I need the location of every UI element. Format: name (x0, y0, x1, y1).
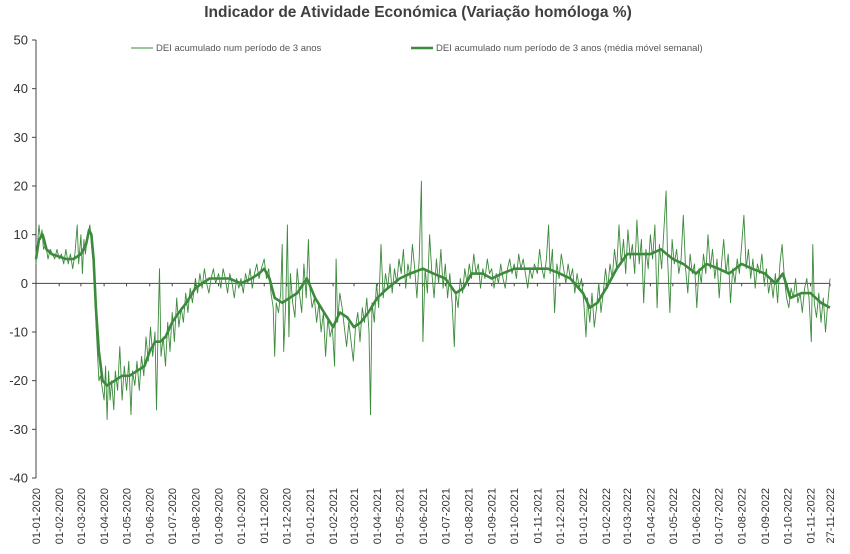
x-tick-label: 01-09-2021 (487, 488, 499, 544)
y-tick-label: -10 (9, 325, 28, 340)
y-tick-label: -40 (9, 471, 28, 486)
y-tick-label: 50 (14, 33, 28, 48)
x-tick-label: 01-03-2020 (76, 488, 88, 544)
x-tick-label: 01-08-2022 (737, 488, 749, 544)
x-tick-label: 01-05-2020 (122, 488, 134, 544)
y-tick-label: 10 (14, 227, 28, 242)
y-tick-label: 40 (14, 81, 28, 96)
x-tick-label: 01-02-2022 (601, 488, 613, 544)
x-tick-label: 01-09-2022 (760, 488, 772, 544)
x-tick-label: 01-01-2022 (578, 488, 590, 544)
y-tick-label: 20 (14, 179, 28, 194)
x-tick-label: 01-07-2021 (440, 488, 452, 544)
x-tick-label: 01-06-2022 (691, 488, 703, 544)
x-tick-label: 01-10-2022 (782, 488, 794, 544)
x-tick-label: 01-05-2021 (395, 488, 407, 544)
x-tick-label: 01-08-2020 (190, 488, 202, 544)
x-tick-label: 01-07-2020 (167, 488, 179, 544)
x-tick-label: 01-09-2020 (214, 488, 226, 544)
x-tick-label: 01-06-2021 (418, 488, 430, 544)
series-line-daily (35, 180, 831, 421)
x-tick-label: 01-12-2020 (282, 488, 294, 544)
y-tick-label: 30 (14, 130, 28, 145)
x-tick-label: 01-10-2021 (509, 488, 521, 544)
x-tick-label: 01-03-2022 (622, 488, 634, 544)
x-tick-label: 01-11-2021 (532, 488, 544, 543)
x-tick-label: 01-12-2021 (555, 488, 567, 544)
x-tick-label: 01-07-2022 (714, 488, 726, 544)
x-tick-label: 01-04-2020 (99, 488, 111, 544)
x-tick-label: 01-10-2020 (236, 488, 248, 544)
x-tick-label: 01-11-2020 (259, 488, 271, 543)
x-tick-label: 01-04-2021 (372, 488, 384, 544)
y-axis-ticks: 50 40 30 20 10 0 -10 -20 -30 -40 (9, 33, 36, 486)
x-tick-label: 01-08-2021 (464, 488, 476, 544)
x-axis-ticks: 01-01-2020 01-02-2020 01-03-2020 01-04-2020… (31, 283, 837, 544)
x-tick-label: 01-01-2020 (31, 488, 43, 544)
legend: DEI acumulado num período de 3 anos DEI … (131, 43, 703, 54)
y-tick-label: -20 (9, 373, 28, 388)
x-tick-label: 01-02-2021 (328, 488, 340, 544)
series-lines (34, 180, 831, 421)
x-tick-label: 01-01-2021 (305, 488, 317, 544)
x-tick-label: 27-11-2022 (825, 488, 837, 543)
x-tick-label: 01-04-2022 (645, 488, 657, 544)
legend-label-thin: DEI acumulado num período de 3 anos (156, 43, 322, 54)
x-tick-label: 01-02-2020 (54, 488, 66, 544)
series-line-moving-average (34, 228, 831, 387)
y-tick-label: 0 (21, 276, 28, 291)
x-tick-label: 01-06-2020 (145, 488, 157, 544)
y-tick-label: -30 (9, 422, 28, 437)
x-tick-label: 01-11-2022 (806, 488, 818, 543)
chart-title: Indicador de Atividade Económica (Variaç… (204, 4, 632, 21)
legend-label-thick: DEI acumulado num período de 3 anos (méd… (436, 43, 703, 54)
x-tick-label: 01-03-2021 (349, 488, 361, 544)
x-tick-label: 01-05-2022 (668, 488, 680, 544)
axes (35, 40, 830, 478)
